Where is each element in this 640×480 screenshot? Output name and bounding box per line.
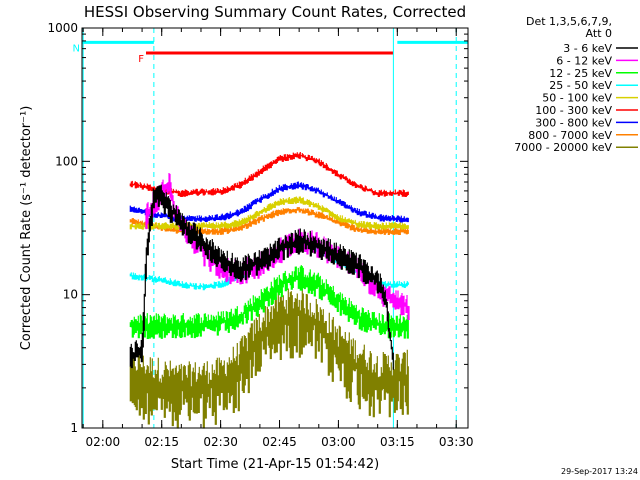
chart-title: HESSI Observing Summary Count Rates, Cor…	[84, 3, 466, 21]
x-tick-label: 02:30	[203, 435, 238, 449]
series-line-12-25-kev	[129, 265, 409, 340]
legend-label-7000-20000-kev: 7000 - 20000 keV	[514, 141, 612, 154]
x-tick-label: 03:15	[380, 435, 415, 449]
series-line-50-100-kev	[129, 196, 409, 230]
y-tick-label: 10	[63, 288, 78, 302]
legend-label-12-25-kev: 12 - 25 keV	[549, 67, 612, 80]
x-axis-label: Start Time (21-Apr-15 01:54:42)	[171, 457, 379, 472]
y-axis-label: Corrected Count Rate (s⁻¹ detector⁻¹)	[19, 106, 34, 351]
annotation-label-n: N	[73, 43, 80, 54]
legend-label-25-50-kev: 25 - 50 keV	[549, 79, 612, 92]
y-tick-label: 100	[55, 154, 78, 168]
ticks-layer: 1 10 100 1000 02:00 02:15 02:30 02:45 03:00 03:15…	[47, 21, 473, 449]
annotation-label-f: F	[138, 54, 144, 65]
x-tick-label: 02:15	[144, 435, 179, 449]
series-line-100-300-kev	[129, 152, 409, 198]
series-line-7000-20000-kev	[129, 288, 409, 429]
x-tick-label: 02:00	[86, 435, 121, 449]
y-tick-label: 1000	[47, 21, 78, 35]
legend-label-6-12-kev: 6 - 12 keV	[556, 54, 612, 67]
plot-frame	[81, 27, 469, 429]
series-line-3-6-kev	[129, 184, 394, 370]
legend-label-100-300-kev: 100 - 300 keV	[535, 104, 612, 117]
legend-header: Att 0	[586, 27, 612, 40]
legend-header: Det 1,3,5,6,7,9,	[526, 15, 612, 28]
legend-label-50-100-kev: 50 - 100 keV	[542, 92, 612, 105]
date-stamp: 29-Sep-2017 13:24	[561, 467, 638, 476]
x-tick-label: 03:00	[321, 435, 356, 449]
legend-label-800-7000-kev: 800 - 7000 keV	[528, 129, 612, 142]
y-tick-label: 1	[70, 421, 78, 435]
x-tick-label: 02:45	[262, 435, 297, 449]
legend-label-3-6-kev: 3 - 6 keV	[563, 42, 612, 55]
legend-label-300-800-kev: 300 - 800 keV	[535, 116, 612, 129]
series-line-800-7000-kev	[129, 207, 409, 236]
data-layer: FN	[73, 28, 468, 429]
x-tick-label: 03:30	[439, 435, 474, 449]
